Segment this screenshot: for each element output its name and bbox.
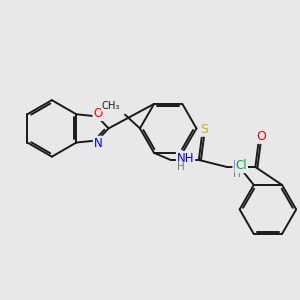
Text: N: N	[94, 137, 102, 150]
Text: O: O	[93, 107, 103, 120]
Text: S: S	[200, 123, 208, 136]
Text: NH: NH	[177, 152, 194, 165]
Text: N: N	[233, 159, 242, 172]
Text: O: O	[256, 130, 266, 143]
Text: H: H	[233, 169, 241, 179]
Text: H: H	[177, 162, 184, 172]
Text: Cl: Cl	[236, 159, 247, 172]
Text: CH₃: CH₃	[102, 101, 120, 111]
